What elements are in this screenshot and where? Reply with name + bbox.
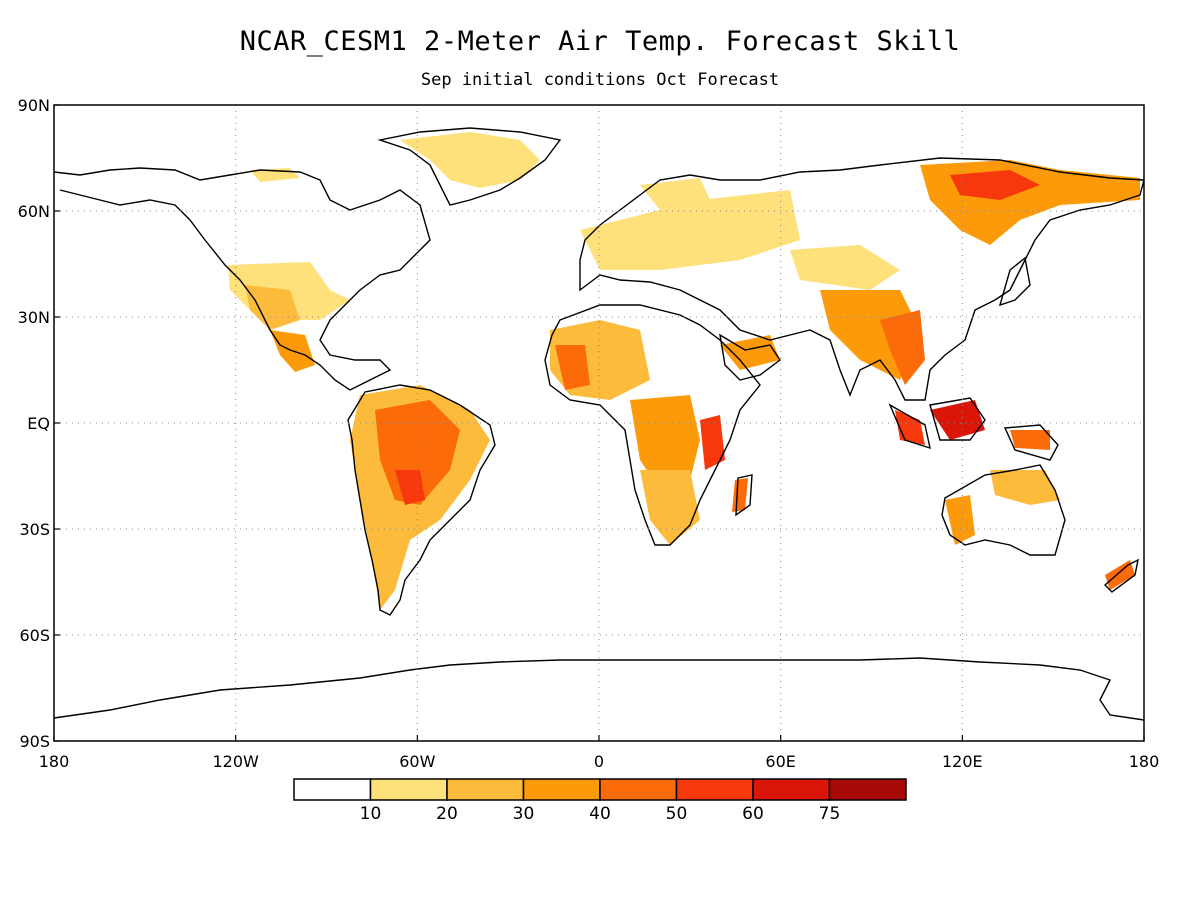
longitude-labels: 180 120W 60W 0 60E 120E 180 xyxy=(39,735,1160,771)
colorbar-label: 50 xyxy=(666,804,688,824)
coastline-antarctica xyxy=(54,657,1144,721)
colorbar-label: 75 xyxy=(819,804,841,824)
skill-region-central-africa xyxy=(630,395,700,490)
coastline-greenland xyxy=(377,127,562,206)
colorbar-label: 10 xyxy=(360,804,382,824)
colorbar-label: 30 xyxy=(513,804,535,824)
coastline-north-america xyxy=(54,167,431,391)
skill-region-australia-west xyxy=(945,495,975,545)
skill-shading xyxy=(228,132,1140,610)
colorbar-bin xyxy=(522,778,601,801)
skill-region-madagascar xyxy=(732,478,748,512)
lat-tick-label: 30N xyxy=(18,308,50,327)
lat-tick-label: 60S xyxy=(19,626,50,645)
skill-region-southern-africa xyxy=(640,470,700,545)
colorbar-bin xyxy=(599,778,678,801)
lat-tick-label: 90N xyxy=(18,96,50,115)
skill-region-east-africa xyxy=(700,415,725,470)
lon-tick-label: 120E xyxy=(942,752,983,771)
coastline-eurasia xyxy=(579,157,1144,401)
colorbar-bin xyxy=(446,778,525,801)
skill-region-new-guinea xyxy=(1010,430,1050,450)
lon-tick-label: 120W xyxy=(212,752,259,771)
skill-region-sahel xyxy=(555,345,590,390)
skill-region-new-zealand xyxy=(1105,560,1135,590)
lat-tick-label: 90S xyxy=(19,732,50,751)
coastline-japan xyxy=(998,256,1031,307)
skill-region-australia-north xyxy=(990,470,1060,505)
coastline-africa xyxy=(544,304,761,546)
colorbar-bin xyxy=(752,778,831,801)
colorbar-label: 40 xyxy=(589,804,611,824)
colorbar-label: 20 xyxy=(436,804,458,824)
skill-region-bolivia xyxy=(395,470,425,505)
coastline-australia xyxy=(941,464,1066,556)
lon-tick-label: 60W xyxy=(399,752,435,771)
skill-region-borneo xyxy=(930,400,985,440)
coastline-outlines xyxy=(54,127,1144,721)
map-gridlines xyxy=(54,105,1144,741)
coastline-new-guinea xyxy=(1003,424,1059,461)
colorbar: 10 20 30 40 50 60 75 xyxy=(293,778,907,824)
colorbar-bin xyxy=(828,778,907,801)
colorbar-label: 60 xyxy=(742,804,764,824)
latitude-labels: 90N 60N 30N EQ 30S 60S 90S xyxy=(18,96,60,751)
skill-region-scandinavia xyxy=(640,178,710,210)
skill-region-greenland xyxy=(400,132,540,188)
skill-region-us-southwest xyxy=(245,285,300,330)
coastline-sumatra xyxy=(888,403,931,450)
colorbar-bin xyxy=(293,778,372,801)
coastline-madagascar xyxy=(735,474,753,517)
skill-region-siberia-core xyxy=(950,170,1040,200)
lat-tick-label: 30S xyxy=(19,520,50,539)
skill-region-central-asia xyxy=(790,245,900,290)
colorbar-bin xyxy=(675,778,754,801)
lon-tick-label: 180 xyxy=(39,752,70,771)
lon-tick-label: 0 xyxy=(594,752,604,771)
coastline-borneo xyxy=(929,397,986,441)
lon-tick-label: 180 xyxy=(1129,752,1160,771)
skill-region-indochina xyxy=(880,310,925,385)
skill-region-sumatra xyxy=(895,410,925,445)
skill-region-amazon xyxy=(375,400,460,505)
skill-region-siberia xyxy=(920,160,1140,245)
coastline-south-america xyxy=(347,384,496,616)
coastline-new-zealand xyxy=(1103,558,1139,593)
lat-tick-label: EQ xyxy=(27,414,50,433)
skill-region-europe xyxy=(580,190,800,270)
coastline-arabia xyxy=(719,333,781,381)
lon-tick-label: 60E xyxy=(765,752,795,771)
map-subtitle: Sep initial conditions Oct Forecast xyxy=(420,70,780,90)
colorbar-bin xyxy=(369,778,448,801)
map-title: NCAR_CESM1 2-Meter Air Temp. Forecast Sk… xyxy=(239,26,961,57)
lat-tick-label: 60N xyxy=(18,202,50,221)
